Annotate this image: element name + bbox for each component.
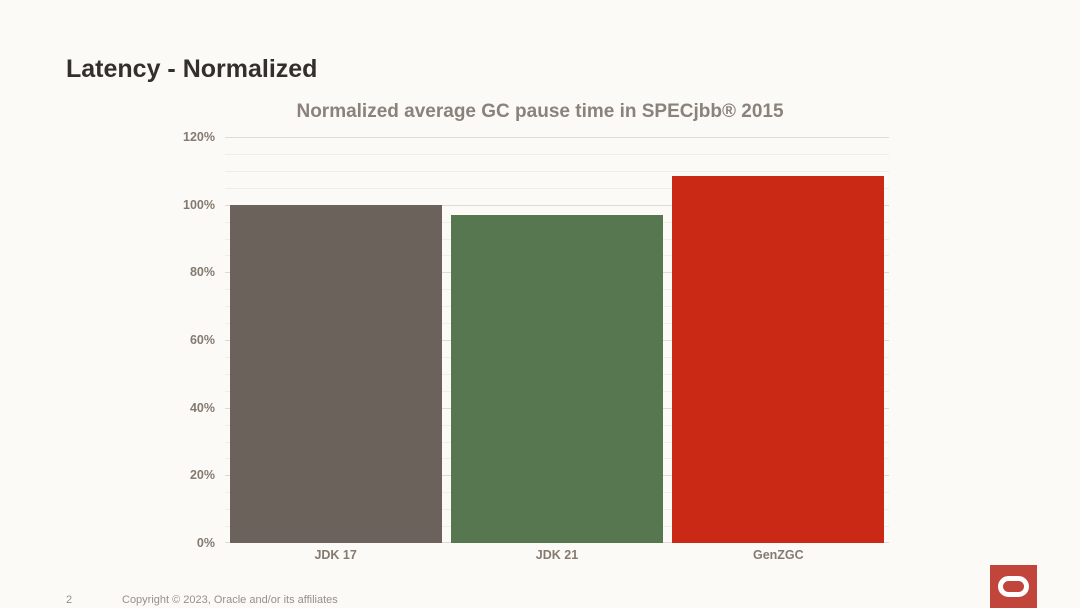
y-tick-label-20: 20%	[189, 468, 215, 483]
slide-title: Latency - Normalized	[66, 55, 318, 83]
y-tick-label-100: 100%	[183, 197, 215, 212]
minor-gridline-110	[225, 170, 889, 172]
y-tick-label-40: 40%	[189, 400, 215, 415]
major-gridline-120	[225, 137, 889, 138]
y-tick-label-0: 0%	[196, 536, 215, 550]
bar-genzgc	[672, 175, 885, 543]
oracle-o-icon	[998, 576, 1029, 597]
y-tick-label-80: 80%	[189, 265, 215, 280]
bar-jdk-17	[229, 204, 442, 543]
y-tick-label-120: 120%	[183, 130, 215, 144]
y-tick-label-60: 60%	[189, 333, 215, 347]
chart-title: Normalized average GC pause time in SPEC…	[296, 101, 784, 122]
minor-gridline-105	[225, 187, 889, 189]
page-number: 2	[66, 594, 73, 606]
oracle-logo	[990, 565, 1037, 608]
copyright-text: Copyright © 2023, Oracle and/or its affi…	[122, 594, 338, 606]
x-tick-label-genzgc: GenZGC	[752, 548, 804, 562]
chart-plot-area	[225, 137, 889, 543]
bar-jdk-21	[451, 214, 663, 543]
major-gridline-100	[225, 204, 889, 206]
x-tick-label-jdk-17: JDK 17	[314, 548, 357, 562]
x-tick-label-jdk-21: JDK 21	[535, 548, 579, 562]
minor-gridline-115	[225, 153, 889, 155]
